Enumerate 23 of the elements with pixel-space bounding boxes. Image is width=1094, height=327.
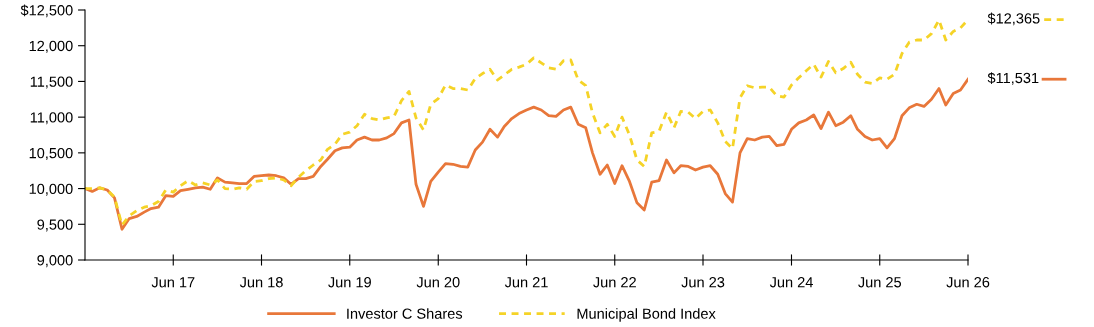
x-tick-label: Jun 26 xyxy=(946,277,990,288)
x-tick-label: Jun 20 xyxy=(416,277,460,288)
x-tick-label: Jun 18 xyxy=(239,277,283,288)
y-tick-label: 9,000 xyxy=(37,255,73,268)
line-series xyxy=(85,77,968,231)
legend-label: Municipal Bond Index xyxy=(577,308,716,322)
y-tick-label: 11,000 xyxy=(30,112,73,125)
annotation: $12,365 xyxy=(987,12,1040,26)
y-tick-label: 11,500 xyxy=(30,76,73,89)
annotation: $11,531 xyxy=(987,72,1039,85)
x-tick-label: Jun 19 xyxy=(328,277,371,288)
y-tick-label: 12,000 xyxy=(29,40,73,53)
y-tick-label: 10,500 xyxy=(29,147,73,161)
x-tick-label: Jun 17 xyxy=(151,277,195,288)
x-tick-label: Jun 21 xyxy=(504,277,548,288)
y-tick-label: 10,000 xyxy=(29,183,73,196)
x-tick-label: Jun 24 xyxy=(769,277,813,288)
x-tick-label: Jun 22 xyxy=(593,277,636,288)
x-tick-label: Jun 25 xyxy=(858,277,902,288)
x-tick-label: Jun 23 xyxy=(681,277,725,288)
legend-label: Investor C Shares xyxy=(347,308,463,319)
y-tick-label: 9,500 xyxy=(37,219,73,232)
y-tick-label: $12,500 xyxy=(20,4,73,18)
